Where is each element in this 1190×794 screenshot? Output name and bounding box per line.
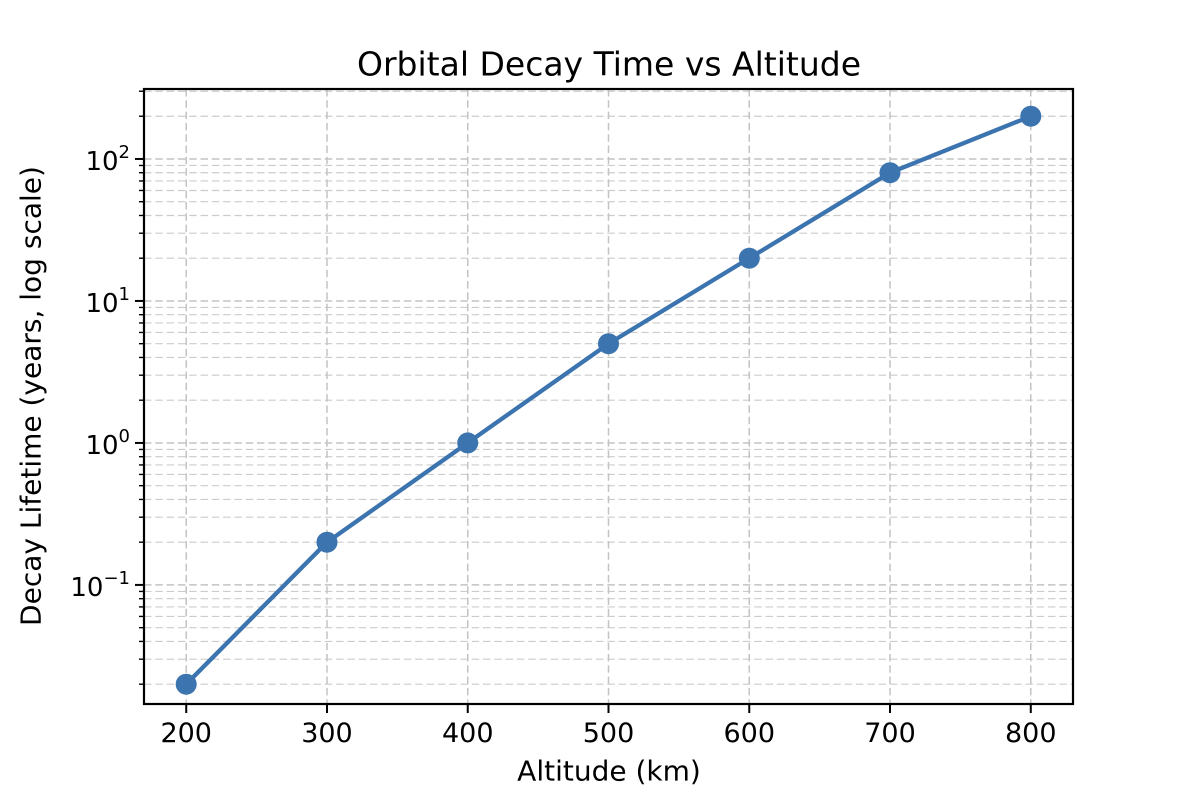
data-point (598, 333, 619, 355)
x-axis-label: Altitude (km) (517, 754, 701, 788)
x-tick-label: 500 (583, 718, 635, 749)
x-tick-label: 700 (864, 718, 916, 749)
data-point (175, 673, 197, 695)
x-tick-label: 200 (160, 718, 212, 749)
data-point (738, 247, 760, 269)
data-point (879, 162, 901, 184)
y-tick-label: 100 (85, 426, 130, 461)
y-tick-label: 102 (85, 142, 130, 177)
data-point (316, 531, 338, 553)
data-point (457, 432, 479, 454)
chart-title: Orbital Decay Time vs Altitude (357, 44, 861, 84)
grid-layer (144, 89, 1073, 704)
x-tick-label: 300 (301, 718, 353, 749)
x-tick-label: 400 (442, 718, 494, 749)
data-point (1020, 105, 1042, 127)
y-tick-label: 10−1 (70, 568, 130, 603)
y-axis-label: Decay Lifetime (years, log scale) (14, 166, 48, 626)
x-tick-label: 600 (723, 718, 775, 749)
y-tick-label: 101 (85, 284, 130, 319)
data-layer (175, 105, 1042, 695)
axes-layer: 200 300 400 500 600 700 800 10−1 100 101 102 (70, 87, 1075, 749)
x-tick-label: 800 (1005, 718, 1057, 749)
